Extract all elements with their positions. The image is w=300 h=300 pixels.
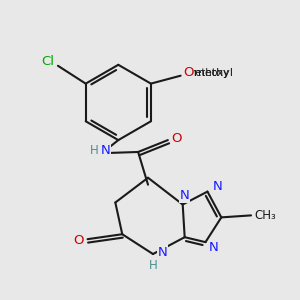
Text: Cl: Cl: [41, 55, 55, 68]
Text: O: O: [183, 66, 194, 79]
Text: O: O: [183, 66, 194, 79]
Text: H: H: [148, 260, 157, 272]
Text: N: N: [158, 245, 168, 259]
Text: N: N: [180, 189, 190, 202]
Text: methoxy: methoxy: [186, 68, 229, 78]
Text: H: H: [90, 145, 99, 158]
Text: O: O: [74, 234, 84, 247]
Text: CH₃: CH₃: [254, 209, 276, 222]
Text: N: N: [100, 145, 110, 158]
Text: N: N: [208, 241, 218, 254]
Text: methyl: methyl: [194, 68, 233, 78]
Text: O: O: [172, 132, 182, 145]
Text: N: N: [212, 180, 222, 193]
